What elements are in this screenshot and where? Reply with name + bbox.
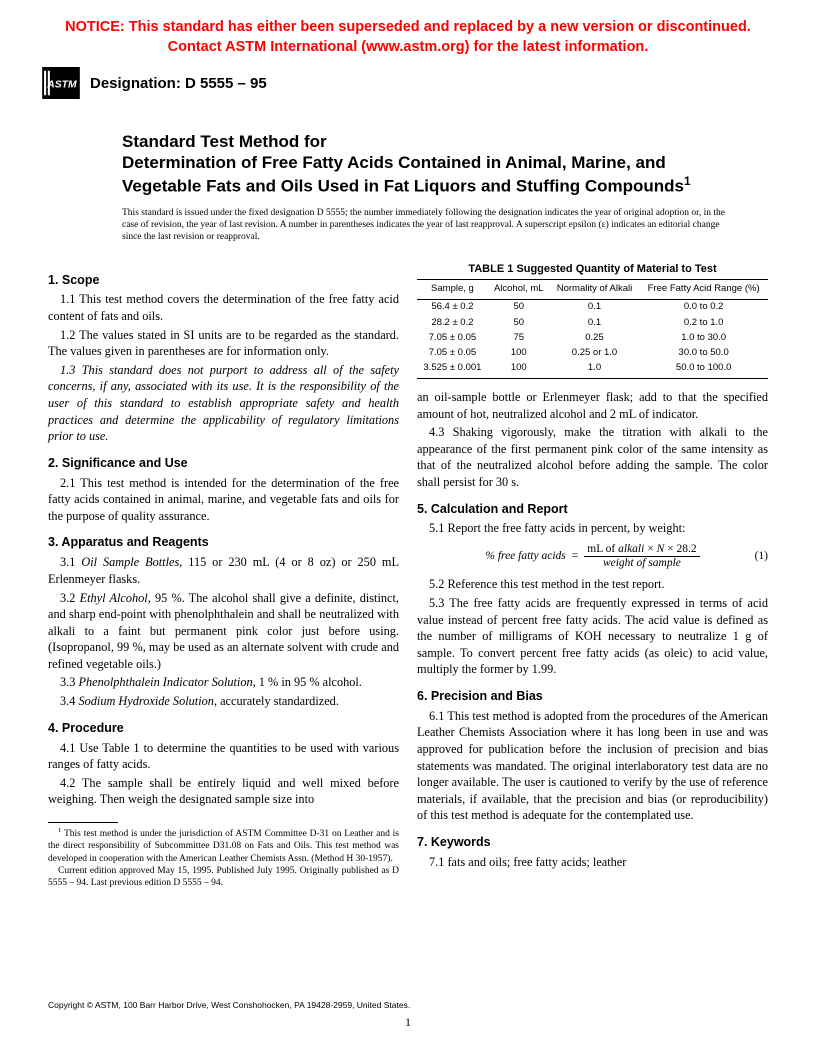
footnote-separator [48,822,118,823]
eq-fraction: mL of alkali × N × 28.2 weight of sample [584,543,699,570]
table-row: 3.525 ± 0.0011001.050.0 to 100.0 [417,361,768,379]
equation-1: % free fatty acids = mL of alkali × N × … [417,543,768,570]
sec6-head: 6. Precision and Bias [417,688,768,705]
sec4-p1: 4.1 Use Table 1 to determine the quantit… [48,740,399,773]
sec2-head: 2. Significance and Use [48,455,399,472]
title-body-text: Determination of Free Fatty Acids Contai… [122,153,684,195]
title-body: Determination of Free Fatty Acids Contai… [122,152,728,196]
sec5-p1: 5.1 Report the free fatty acids in perce… [417,520,768,537]
table-col-1: Alcohol, mL [488,280,550,300]
table-1: TABLE 1 Suggested Quantity of Material t… [417,262,768,379]
sec7-p1: 7.1 fats and oils; free fatty acids; lea… [417,854,768,871]
issue-note: This standard is issued under the fixed … [122,207,728,244]
designation-text: Designation: D 5555 – 95 [90,75,267,92]
title-block: Standard Test Method for Determination o… [122,131,728,196]
sec7-head: 7. Keywords [417,834,768,851]
sec4-head: 4. Procedure [48,720,399,737]
left-column: 1. Scope 1.1 This test method covers the… [48,262,399,890]
sec1-p3: 1.3 This standard does not purport to ad… [48,362,399,445]
sec1-head: 1. Scope [48,272,399,289]
footnote-1: 1 This test method is under the jurisdic… [48,827,399,865]
copyright-line: Copyright © ASTM, 100 Barr Harbor Drive,… [48,1000,410,1010]
table-row: 56.4 ± 0.2500.10.0 to 0.2 [417,300,768,316]
sec1-p2: 1.2 The values stated in SI units are to… [48,327,399,360]
notice-line2: Contact ASTM International (www.astm.org… [168,39,649,55]
table-row: 7.05 ± 0.051000.25 or 1.030.0 to 50.0 [417,346,768,361]
astm-logo-icon: ASTM [42,67,80,99]
eq-sign: = [572,549,579,565]
eq-number: (1) [755,549,768,565]
table-col-0: Sample, g [417,280,488,300]
table-col-3: Free Fatty Acid Range (%) [639,280,768,300]
footnote-2: Current edition approved May 15, 1995. P… [48,865,399,890]
page-number: 1 [0,1015,816,1030]
table-1-title: TABLE 1 Suggested Quantity of Material t… [417,262,768,277]
sec4-p3: 4.3 Shaking vigorously, make the titrati… [417,424,768,490]
svg-text:ASTM: ASTM [46,80,77,91]
table-row: 28.2 ± 0.2500.10.2 to 1.0 [417,315,768,330]
table-1-grid: Sample, g Alcohol, mL Normality of Alkal… [417,279,768,379]
header-row: ASTM Designation: D 5555 – 95 [42,67,768,99]
title-sup: 1 [684,174,691,188]
sec3-p2: 3.2 Ethyl Alcohol, 95 %. The alcohol sha… [48,590,399,673]
eq-lhs: % free fatty acids [485,549,565,565]
right-column: TABLE 1 Suggested Quantity of Material t… [417,262,768,890]
notice-line1: NOTICE: This standard has either been su… [65,19,751,35]
sec5-p3: 5.3 The free fatty acids are frequently … [417,595,768,678]
sec1-p1: 1.1 This test method covers the determin… [48,291,399,324]
sec4-p2: 4.2 The sample shall be entirely liquid … [48,775,399,808]
sec2-p1: 2.1 This test method is intended for the… [48,475,399,525]
sec5-head: 5. Calculation and Report [417,501,768,518]
notice-banner: NOTICE: This standard has either been su… [48,18,768,57]
sec3-head: 3. Apparatus and Reagents [48,534,399,551]
title-lead: Standard Test Method for [122,131,728,152]
sec3-p4: 3.4 Sodium Hydroxide Solution, accuratel… [48,693,399,710]
sec5-p2: 5.2 Reference this test method in the te… [417,576,768,593]
sec3-p3: 3.3 Phenolphthalein Indicator Solution, … [48,674,399,691]
sec3-p1: 3.1 Oil Sample Bottles, 115 or 230 mL (4… [48,554,399,587]
sec6-p1: 6.1 This test method is adopted from the… [417,708,768,824]
table-col-2: Normality of Alkali [550,280,640,300]
table-row: 7.05 ± 0.05750.251.0 to 30.0 [417,331,768,346]
two-column-body: 1. Scope 1.1 This test method covers the… [48,262,768,890]
sec4-p2-cont: an oil-sample bottle or Erlenmeyer flask… [417,389,768,422]
